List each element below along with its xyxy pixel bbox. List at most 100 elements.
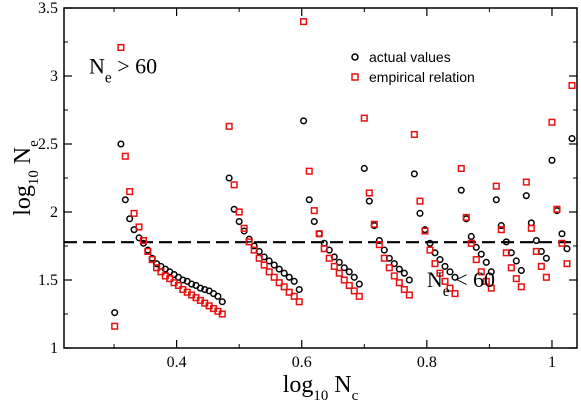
annotations-layer: Ne > 60 Ne < 60 [89,53,495,299]
actual-point [502,238,510,246]
actual-point [568,135,576,143]
empirical-point [477,268,485,276]
empirical-point [553,205,561,213]
y-tick-label: 1.5 [38,272,58,289]
actual-point [532,237,540,245]
empirical-point [345,281,353,289]
empirical-point [537,262,545,270]
empirical-point [166,275,174,283]
actual-point [121,196,129,204]
empirical-point [121,152,129,160]
empirical-point [335,269,343,277]
actual-point [111,309,119,317]
actual-point [335,258,343,266]
empirical-point [305,167,313,175]
empirical-point [405,291,413,299]
actual-point [375,237,383,245]
actual-point [436,256,444,264]
empirical-point [380,254,388,262]
empirical-point [320,245,328,253]
empirical-point [280,283,288,291]
actual-point [558,230,566,238]
actual-point [400,269,408,277]
axes-layer: 0.4 0.6 0.8 1 1 1.5 2 2.5 3 3.5 log10 Nc log10 Ne [10,0,578,404]
empirical-point [330,262,338,270]
empirical-point [360,114,368,122]
empirical-point [285,288,293,296]
empirical-point [441,277,449,285]
empirical-point [240,224,248,232]
actual-point [360,164,368,173]
empirical-point [235,208,243,216]
empirical-point [255,254,263,262]
legend-marker-circle [351,53,359,61]
empirical-point [431,260,439,268]
actual-point [426,239,434,247]
actual-point [548,156,556,164]
empirical-point [300,18,308,26]
empirical-point [225,122,233,130]
actual-point [295,285,303,294]
empirical-point [144,247,152,255]
actual-point [477,250,485,258]
actual-point [290,277,298,285]
empirical-point [157,268,165,276]
empirical-point [400,285,408,294]
actual-point [300,117,308,125]
empirical-point [174,281,183,289]
empirical-point [265,268,273,276]
empirical-point [295,298,303,306]
empirical-point [416,197,424,205]
empirical-point [148,256,156,264]
empirical-point [385,264,393,272]
empirical-point [375,241,383,249]
actual-point [285,273,293,281]
empirical-point [130,209,138,217]
empirical-point [451,290,459,298]
empirical-point [245,238,253,246]
empirical-point [315,230,323,238]
empirical-point [487,284,495,292]
actual-point [451,273,459,281]
legend-marker-square [351,73,359,81]
empirical-point [462,213,470,221]
empirical-point [482,277,490,285]
actual-point [188,280,196,288]
empirical-point [275,279,283,287]
empirical-point [492,182,500,190]
actual-point [405,276,413,284]
empirical-point [250,246,258,254]
empirical-point [218,310,226,318]
actual-point [563,245,571,253]
actual-point [441,262,449,270]
actual-point [225,174,233,182]
x-tick-label: 0.6 [292,354,312,371]
actual-point [365,197,373,205]
empirical-point [390,272,398,280]
x-tick-label: 1 [548,354,556,371]
actual-point [270,261,278,269]
actual-point [472,243,480,251]
marks-layer [111,18,576,330]
actual-point [482,258,490,266]
empirical-point [568,81,576,90]
empirical-point [497,226,505,234]
empirical-point [421,227,429,235]
empirical-point [126,188,134,196]
actual-point [410,170,418,178]
y-tick-label: 3.5 [38,0,58,17]
empirical-point [270,273,278,281]
empirical-point [365,189,373,197]
empirical-point [517,283,525,291]
legend-label: empirical relation [369,69,475,85]
empirical-point [395,279,403,287]
actual-point [179,276,187,284]
annotation-lower-region: Ne < 60 [427,267,495,300]
empirical-point [532,247,540,255]
annotation-upper-region: Ne > 60 [89,53,157,86]
actual-point [235,217,243,226]
empirical-point [512,275,520,283]
actual-point [457,186,465,194]
empirical-point [325,254,333,262]
